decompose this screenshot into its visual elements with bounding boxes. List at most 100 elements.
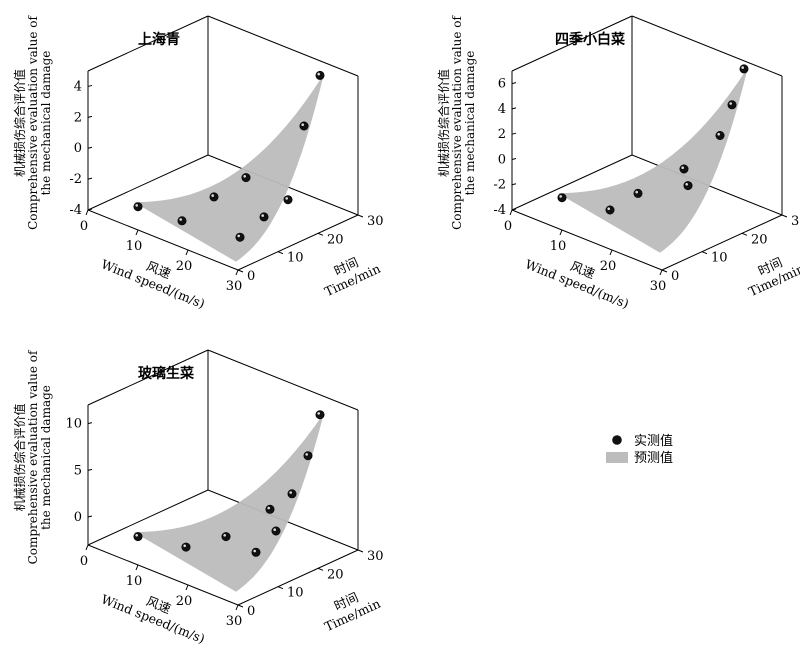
measured-point-highlight	[717, 132, 720, 136]
y-tick-label: 20	[327, 567, 344, 582]
predicted-surface	[134, 412, 324, 592]
measured-point	[715, 131, 725, 141]
x-tick-label: 10	[126, 239, 143, 254]
axis-frame-line	[631, 15, 783, 77]
z-tick-label: 2	[498, 127, 506, 142]
y-tick-label: 30	[791, 214, 800, 229]
measured-point-highlight	[559, 195, 562, 198]
x-tick-mark	[559, 229, 563, 236]
legend: 实测值 预测值	[606, 433, 673, 466]
axis-frame-line	[207, 15, 359, 77]
measured-point-highlight	[741, 66, 744, 69]
x-tick-mark	[659, 269, 663, 276]
x-tick-label: 0	[80, 554, 88, 569]
measured-point	[633, 188, 643, 198]
y-tick-mark	[277, 251, 284, 255]
z-axis-label: 机械损伤综合评价值 Comprehensive evaluation value …	[12, 15, 53, 230]
axis-frame-line	[207, 349, 359, 411]
measured-point	[557, 193, 567, 203]
z-tick-mark	[87, 422, 93, 425]
measured-point	[221, 532, 231, 542]
measured-point	[235, 232, 245, 242]
measured-point-highlight	[729, 102, 732, 105]
x-tick-mark	[135, 564, 139, 571]
y-tick-mark	[357, 549, 364, 553]
measured-point	[283, 195, 293, 205]
measured-point	[727, 100, 737, 110]
z-tick-label: 2	[74, 110, 82, 125]
predicted-surface	[558, 67, 748, 253]
z-axis-label-en-1: Comprehensive evaluation value of	[450, 15, 464, 230]
measured-point-highlight	[681, 166, 684, 169]
measured-point	[605, 205, 615, 215]
y-tick-mark	[237, 269, 244, 273]
z-axis-label-cn: 机械损伤综合评价值	[12, 69, 27, 177]
x-tick-mark	[85, 544, 89, 551]
z-tick-mark	[87, 115, 93, 118]
z-tick-label: 10	[65, 417, 82, 432]
y-tick-label: 10	[287, 251, 304, 266]
measured-point	[683, 181, 693, 191]
z-tick-mark	[87, 468, 93, 471]
z-tick-mark	[511, 107, 517, 110]
z-tick-label: -4	[493, 203, 506, 218]
measured-point	[241, 173, 251, 183]
x-tick-label: 20	[600, 259, 617, 274]
z-tick-label: -4	[69, 203, 82, 218]
measured-point-highlight	[317, 412, 321, 415]
z-tick-mark	[87, 84, 93, 87]
z-tick-mark	[511, 132, 517, 135]
measured-point-highlight	[273, 528, 277, 531]
z-tick-label: 5	[74, 463, 82, 478]
z-tick-mark	[87, 146, 93, 149]
measured-point	[287, 489, 297, 499]
z-tick-label: 4	[498, 102, 506, 117]
measured-point-highlight	[179, 218, 182, 221]
y-tick-mark	[781, 214, 788, 218]
measured-point	[265, 504, 275, 514]
y-tick-mark	[317, 232, 324, 236]
x-tick-label: 0	[80, 219, 88, 234]
measured-point-highlight	[261, 214, 265, 217]
z-tick-mark	[87, 515, 93, 518]
legend-predicted-swatch	[606, 452, 628, 463]
measured-point-highlight	[135, 204, 138, 207]
legend-measured-label: 实测值	[634, 433, 673, 449]
axis-frame-line	[511, 154, 633, 211]
measured-point	[209, 192, 219, 202]
z-axis-label-cn: 机械损伤综合评价值	[12, 403, 27, 511]
measured-point	[303, 451, 313, 461]
z-axis-label-en-1: Comprehensive evaluation value of	[26, 349, 40, 564]
x-tick-label: 30	[650, 279, 667, 294]
predicted-surface	[134, 73, 324, 262]
measured-point	[177, 216, 187, 226]
z-axis-label-en-2: the mechanical damage	[463, 51, 477, 196]
measured-point	[133, 202, 143, 212]
measured-point-highlight	[685, 183, 688, 186]
x-tick-label: 20	[176, 594, 193, 609]
measured-point	[679, 164, 689, 174]
y-tick-mark	[741, 232, 748, 236]
z-tick-label: 4	[74, 79, 82, 94]
x-tick-label: 20	[176, 259, 193, 274]
measured-point	[259, 212, 269, 222]
measured-point-highlight	[607, 207, 610, 210]
y-tick-label: 0	[247, 269, 255, 284]
y-tick-label: 0	[247, 604, 255, 619]
x-tick-label: 0	[504, 219, 512, 234]
axis-frame-line	[87, 209, 239, 271]
measured-point-highlight	[285, 197, 289, 200]
measured-point	[315, 70, 325, 80]
measured-point-highlight	[301, 123, 305, 126]
measured-point	[181, 542, 191, 552]
panel-title: 四季小白菜	[555, 31, 626, 48]
measured-point	[315, 410, 325, 420]
